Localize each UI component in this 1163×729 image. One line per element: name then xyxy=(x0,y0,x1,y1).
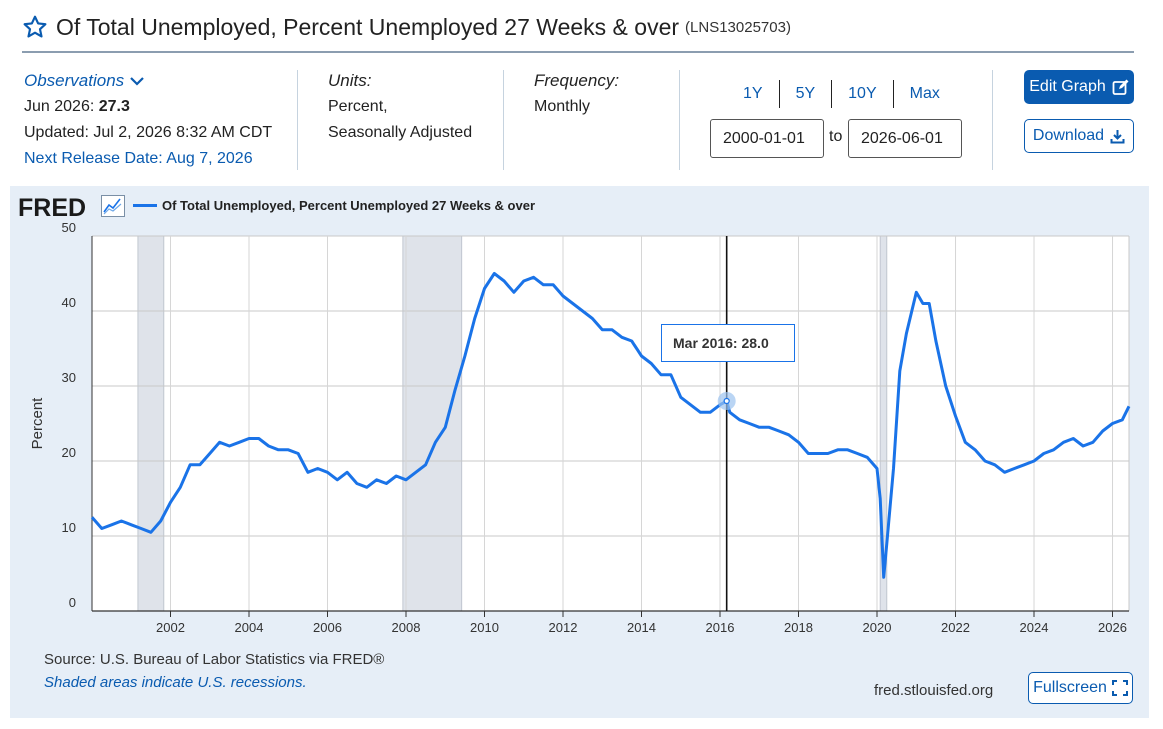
units-line-2: Seasonally Adjusted xyxy=(328,124,473,141)
fullscreen-label: Fullscreen xyxy=(1033,679,1107,696)
units-panel: Units: Percent, Seasonally Adjusted xyxy=(328,68,472,146)
column-divider xyxy=(297,70,298,170)
x-tick-label: 2016 xyxy=(706,620,735,635)
range-buttons: 1Y 5Y 10Y Max xyxy=(727,80,956,108)
x-tick-label: 2026 xyxy=(1098,620,1127,635)
edit-graph-label: Edit Graph xyxy=(1029,78,1106,95)
recession-band xyxy=(137,235,165,612)
y-tick-label: 20 xyxy=(62,445,76,460)
date-range-to-label: to xyxy=(829,128,843,145)
fullscreen-button[interactable]: Fullscreen xyxy=(1028,672,1133,704)
chart-legend: Of Total Unemployed, Percent Unemployed … xyxy=(133,198,535,213)
latest-observation: Jun 2026: 27.3 xyxy=(24,94,272,120)
hover-point xyxy=(723,397,730,405)
x-tick-label: 2008 xyxy=(392,620,421,635)
end-date-input[interactable] xyxy=(848,119,962,158)
legend-swatch xyxy=(133,204,157,207)
tooltip-date: Mar 2016: xyxy=(673,335,738,351)
chart-tooltip: Mar 2016: 28.0 xyxy=(661,324,795,362)
edit-icon xyxy=(1112,79,1129,95)
y-axis-label: Percent xyxy=(29,397,46,450)
x-tick-label: 2010 xyxy=(470,620,499,635)
page-title: Of Total Unemployed, Percent Unemployed … xyxy=(56,13,680,40)
source-note: Source: U.S. Bureau of Labor Statistics … xyxy=(44,651,385,668)
x-tick-label: 2022 xyxy=(941,620,970,635)
title-divider xyxy=(22,51,1134,53)
x-tick-label: 2002 xyxy=(156,620,185,635)
x-tick-label: 2006 xyxy=(313,620,342,635)
units-line-1: Percent, xyxy=(328,98,388,115)
x-tick-label: 2014 xyxy=(627,620,656,635)
legend-label: Of Total Unemployed, Percent Unemployed … xyxy=(162,198,536,213)
next-release-link[interactable]: Next Release Date: Aug 7, 2026 xyxy=(24,150,253,167)
recession-note: Shaded areas indicate U.S. recessions. xyxy=(44,674,307,691)
x-tick-label: 2012 xyxy=(549,620,578,635)
y-tick-label: 0 xyxy=(69,595,76,610)
x-tick-label: 2018 xyxy=(784,620,813,635)
column-divider xyxy=(679,70,680,170)
fullscreen-icon xyxy=(1111,680,1128,696)
range-max-button[interactable]: Max xyxy=(909,85,940,102)
column-divider xyxy=(992,70,993,170)
x-tick-label: 2024 xyxy=(1020,620,1049,635)
fred-chart-logo-icon xyxy=(101,195,125,217)
series-line xyxy=(90,272,1131,579)
fred-url: fred.stlouisfed.org xyxy=(874,682,994,699)
fred-logo: FRED xyxy=(18,194,87,222)
range-10y-button[interactable]: 10Y xyxy=(832,80,894,108)
recession-band xyxy=(402,235,463,612)
tooltip-value: 28.0 xyxy=(741,335,769,351)
series-id: (LNS13025703) xyxy=(685,18,791,36)
y-tick-label: 50 xyxy=(62,220,76,235)
range-1y-button[interactable]: 1Y xyxy=(727,80,780,108)
updated-timestamp: Updated: Jul 2, 2026 8:32 AM CDT xyxy=(24,124,273,141)
frequency-label: Frequency: xyxy=(534,71,620,90)
chevron-down-icon xyxy=(130,77,144,86)
title-row: Of Total Unemployed, Percent Unemployed … xyxy=(22,10,791,44)
observations-toggle[interactable]: Observations xyxy=(24,68,272,94)
download-label: Download xyxy=(1032,127,1105,144)
start-date-input[interactable] xyxy=(710,119,824,158)
x-tick-label: 2004 xyxy=(235,620,264,635)
frequency-value: Monthly xyxy=(534,98,591,115)
frequency-panel: Frequency: Monthly xyxy=(534,68,619,120)
observation-value: 27.3 xyxy=(98,98,130,115)
edit-graph-button[interactable]: Edit Graph xyxy=(1024,70,1134,104)
star-outline-icon[interactable] xyxy=(22,14,48,40)
observations-panel: Observations Jun 2026: 27.3 Updated: Jul… xyxy=(24,68,272,172)
range-5y-button[interactable]: 5Y xyxy=(780,80,833,108)
column-divider xyxy=(503,70,504,170)
observation-period: Jun 2026: xyxy=(24,98,95,115)
download-button[interactable]: Download xyxy=(1024,119,1134,153)
plot-area xyxy=(92,236,1129,611)
x-tick-label: 2020 xyxy=(863,620,892,635)
y-tick-label: 30 xyxy=(62,370,76,385)
units-label: Units: xyxy=(328,71,372,90)
y-tick-label: 40 xyxy=(62,295,76,310)
y-tick-label: 10 xyxy=(62,520,76,535)
observations-label: Observations xyxy=(24,71,125,90)
download-icon xyxy=(1110,129,1125,143)
